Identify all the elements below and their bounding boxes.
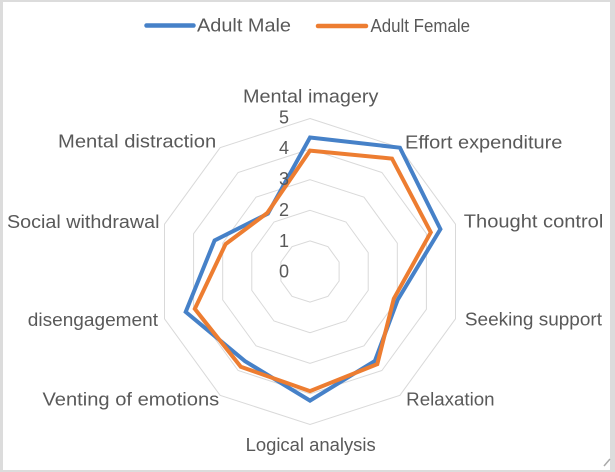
- svg-text:Adult Female: Adult Female: [371, 16, 471, 36]
- svg-text:5: 5: [279, 108, 289, 128]
- svg-text:Logical analysis: Logical analysis: [246, 435, 376, 455]
- svg-text:1: 1: [279, 231, 289, 251]
- svg-text:4: 4: [279, 138, 289, 158]
- svg-text:3: 3: [279, 169, 289, 189]
- svg-text:disengagement: disengagement: [28, 310, 158, 330]
- svg-text:0: 0: [279, 262, 289, 282]
- svg-text:Thought control: Thought control: [464, 211, 604, 231]
- svg-text:Mental distraction: Mental distraction: [58, 131, 216, 151]
- svg-text:Adult Male: Adult Male: [197, 16, 291, 36]
- svg-text:Relaxation: Relaxation: [406, 390, 494, 410]
- svg-text:2: 2: [279, 200, 289, 220]
- svg-text:Effort expenditure: Effort expenditure: [405, 132, 562, 152]
- svg-text:Mental imagery: Mental imagery: [243, 86, 378, 106]
- svg-text:Venting of emotions: Venting of emotions: [43, 390, 220, 410]
- svg-text:Social withdrawal: Social withdrawal: [7, 212, 160, 232]
- svg-text:Seeking support: Seeking support: [465, 309, 602, 329]
